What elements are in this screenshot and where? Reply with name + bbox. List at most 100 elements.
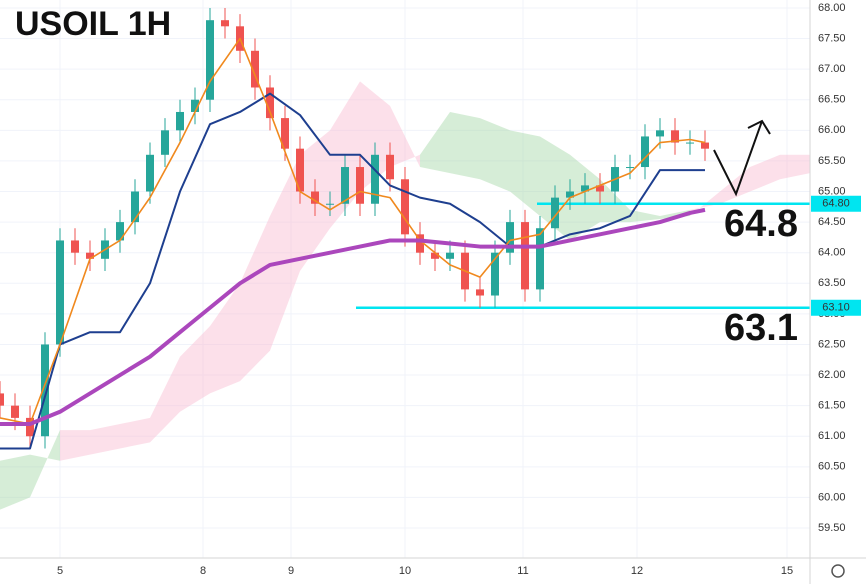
candle-body [251, 50, 259, 88]
candle-body [341, 167, 349, 204]
y-tick-label: 61.00 [818, 430, 846, 442]
candle-body [566, 191, 574, 198]
cloud-segment [30, 430, 60, 498]
candle-body [206, 20, 214, 100]
settings-icon[interactable] [831, 564, 845, 578]
y-tick-label: 65.50 [818, 155, 846, 167]
candle-body [11, 405, 19, 418]
cloud-segment [780, 154, 810, 180]
y-tick-label: 67.50 [818, 32, 846, 44]
candle-body [671, 130, 679, 143]
candle-body [446, 252, 454, 259]
level-annotation: 63.1 [724, 307, 798, 349]
candle-body [626, 167, 634, 169]
candle-body [656, 130, 664, 137]
candle-body [176, 111, 184, 131]
x-tick-label: 11 [517, 565, 528, 577]
candle-body [701, 142, 709, 149]
cloud-segment [630, 209, 660, 223]
candle-body [536, 228, 544, 290]
cloud-segment [480, 118, 510, 192]
candle-body [221, 20, 229, 27]
y-tick-label: 59.50 [818, 522, 846, 534]
cloud-segment [150, 356, 180, 443]
candle-body [131, 191, 139, 223]
candle-body [596, 185, 604, 192]
indicator-line [0, 37, 706, 425]
candle-body [26, 417, 34, 437]
candle-body [356, 167, 364, 204]
candle-body [146, 154, 154, 192]
candle-body [41, 344, 49, 437]
cloud-segment [270, 154, 300, 351]
candle-body [281, 118, 289, 149]
cloud-segment [90, 424, 120, 455]
x-tick-label: 5 [57, 565, 63, 577]
candle-body [521, 222, 529, 290]
level-annotation: 64.8 [724, 203, 798, 245]
plot [0, 7, 810, 510]
cloud-segment [240, 215, 270, 382]
y-tick-label: 62.50 [818, 338, 846, 350]
cloud-segment [420, 111, 450, 174]
level-badge [811, 195, 861, 212]
candle-body [326, 203, 334, 205]
candle-body [506, 222, 514, 253]
cloud-segment [390, 105, 420, 168]
y-tick-label: 65.00 [818, 185, 846, 197]
candle-body [416, 234, 424, 253]
candle-body [641, 136, 649, 168]
candle-body [56, 240, 64, 345]
indicator-line [0, 207, 706, 427]
candle-body [686, 142, 694, 144]
y-tick-label: 60.00 [818, 491, 846, 503]
candle-body [551, 197, 559, 229]
x-tick-label: 8 [200, 565, 206, 577]
chart-title: USOIL 1H [15, 5, 171, 43]
candle-body [71, 240, 79, 253]
candle-body [491, 252, 499, 296]
candle-body [401, 179, 409, 235]
y-tick-label: 61.50 [818, 400, 846, 412]
grid [0, 0, 810, 558]
cloud-segment [360, 81, 390, 192]
candle-body [476, 289, 484, 296]
projection-arrow [713, 119, 771, 197]
indicator-line [0, 92, 705, 450]
x-tick-label: 10 [399, 565, 411, 577]
y-tick-label: 63.50 [818, 277, 846, 289]
x-tick-label: 15 [781, 565, 793, 577]
candle-body [581, 185, 589, 192]
candle-body [86, 252, 94, 259]
candle-body [371, 154, 379, 204]
y-tick-label: 64.50 [818, 216, 846, 228]
x-tick-label: 9 [288, 565, 294, 577]
candle-body [266, 87, 274, 119]
level-badge-label: 64.80 [822, 198, 850, 210]
cloud-segment [0, 454, 30, 510]
candle-body [116, 222, 124, 241]
y-tick-label: 60.50 [818, 461, 846, 473]
x-tick-label: 12 [631, 565, 643, 577]
cloud-segment [510, 130, 540, 216]
y-tick-label: 66.00 [818, 124, 846, 136]
candle-body [386, 154, 394, 180]
cloud-segment [750, 154, 780, 192]
cloud-segment [210, 283, 240, 394]
level-badge-label: 63.10 [822, 302, 850, 314]
candle-body [431, 252, 439, 259]
y-tick-label: 62.00 [818, 369, 846, 381]
y-tick-label: 64.00 [818, 247, 846, 259]
cloud-segment [120, 417, 150, 449]
candle-body [296, 148, 304, 192]
candle-body [0, 393, 4, 406]
y-tick-label: 67.00 [818, 63, 846, 75]
level-badge [811, 299, 861, 316]
cloud-segment [450, 111, 480, 180]
y-tick-label: 68.00 [818, 2, 846, 14]
y-tick-label: 66.50 [818, 94, 846, 106]
candle-body [311, 191, 319, 204]
cloud-segment [180, 326, 210, 412]
